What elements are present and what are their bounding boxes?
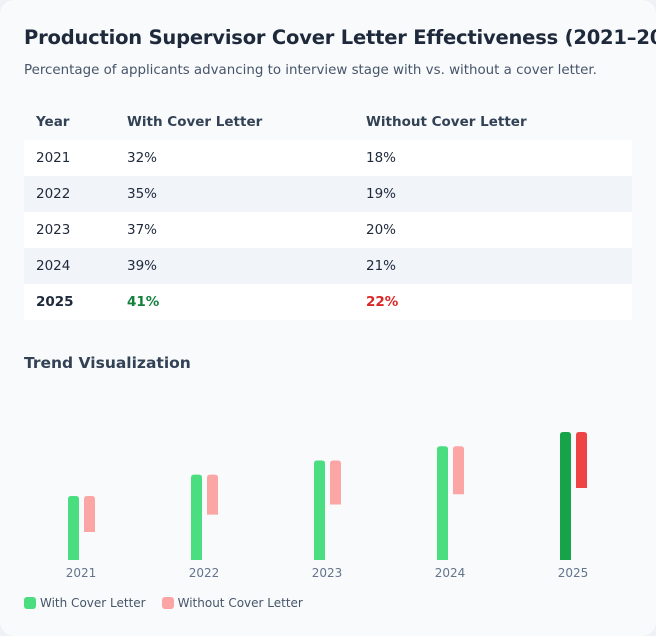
cell-without: 22% [354, 284, 632, 320]
bar-without-2021 [84, 496, 95, 532]
cell-with: 35% [115, 176, 354, 212]
page-subtitle: Percentage of applicants advancing to in… [24, 63, 597, 78]
x-tick-label: 2021 [66, 566, 97, 580]
bar-without-2022 [207, 474, 218, 515]
bar-with-2024 [437, 446, 448, 560]
legend-swatch-without [161, 597, 174, 609]
x-tick-label: 2022 [189, 566, 220, 580]
cell-year: 2025 [24, 284, 115, 320]
cell-without: 21% [354, 248, 632, 284]
data-table: Year With Cover Letter Without Cover Let… [24, 104, 632, 320]
cell-without: 19% [354, 176, 632, 212]
cell-with: 39% [115, 248, 354, 284]
bar-without-2023 [330, 460, 341, 505]
table-header: Year With Cover Letter Without Cover Let… [24, 104, 632, 140]
cell-without: 18% [354, 140, 632, 176]
bar-with-2021 [68, 496, 79, 560]
cell-with: 32% [115, 140, 354, 176]
legend: With Cover Letter Without Cover Letter [24, 596, 303, 610]
header-without: Without Cover Letter [366, 114, 527, 130]
x-tick-label: 2025 [558, 566, 589, 580]
table-row: 2022 35% 19% [24, 176, 632, 212]
section-title: Trend Visualization [24, 354, 191, 372]
cell-year: 2021 [24, 140, 115, 176]
bar-with-2023 [314, 460, 325, 560]
page-title: Production Supervisor Cover Letter Effec… [24, 26, 656, 49]
cell-year: 2022 [24, 176, 115, 212]
legend-label-without: Without Cover Letter [177, 596, 303, 610]
cell-without: 20% [354, 212, 632, 248]
x-tick-label: 2023 [312, 566, 343, 580]
bar-chart: 2021 2022 2023 2024 2025 [66, 432, 589, 580]
bar-with-2025 [560, 432, 571, 560]
cell-with: 37% [115, 212, 354, 248]
cell-year: 2023 [24, 212, 115, 248]
header-with: With Cover Letter [127, 114, 263, 130]
table-row-highlight: 2025 41% 22% [24, 284, 632, 320]
legend-label-with: With Cover Letter [40, 596, 146, 610]
bar-without-2024 [453, 446, 464, 495]
table-row: 2021 32% 18% [24, 140, 632, 176]
table-row: 2023 37% 20% [24, 212, 632, 248]
legend-swatch-with [24, 597, 36, 609]
bar-without-2025 [576, 432, 587, 488]
table-row: 2024 39% 21% [24, 248, 632, 284]
bar-with-2022 [191, 474, 202, 560]
x-tick-label: 2024 [435, 566, 466, 580]
header-year: Year [36, 114, 70, 130]
cell-with: 41% [115, 284, 354, 320]
cell-year: 2024 [24, 248, 115, 284]
